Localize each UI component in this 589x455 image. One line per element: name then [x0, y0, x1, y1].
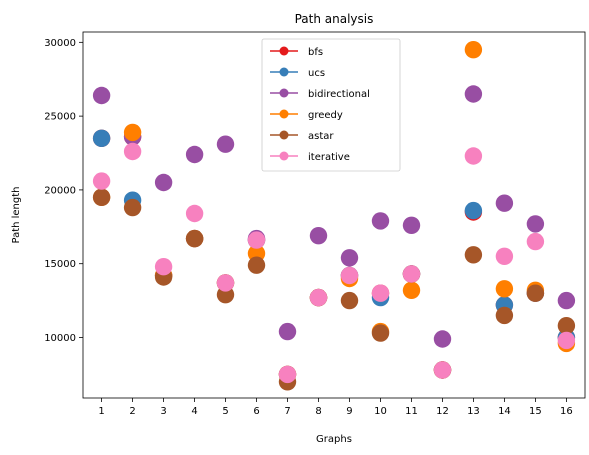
point-iterative-12 [433, 361, 452, 379]
data-points [92, 41, 576, 391]
point-bidirectional-7 [278, 322, 297, 341]
point-iterative-3 [154, 258, 173, 276]
point-iterative-10 [371, 284, 390, 302]
y-tick-label: 10000 [44, 333, 76, 344]
point-bidirectional-1 [92, 86, 111, 105]
x-tick-label: 5 [222, 406, 228, 417]
x-tick-label: 12 [436, 406, 449, 417]
point-iterative-16 [557, 331, 576, 350]
x-tick-label: 14 [498, 406, 511, 417]
x-tick-label: 8 [315, 406, 321, 417]
legend-label-astar: astar [308, 131, 334, 142]
point-bidirectional-16 [557, 291, 576, 310]
point-iterative-5 [216, 274, 235, 292]
x-tick-label: 13 [467, 406, 480, 417]
legend-marker-bidirectional [279, 88, 289, 98]
point-bidirectional-14 [495, 194, 514, 212]
legend-label-bfs: bfs [308, 47, 323, 58]
legend-label-iterative: iterative [308, 152, 350, 163]
point-bidirectional-9 [340, 249, 359, 267]
point-bidirectional-13 [464, 85, 483, 103]
point-astar-6 [247, 256, 266, 274]
point-bidirectional-12 [433, 330, 452, 348]
x-tick-label: 4 [191, 406, 197, 417]
point-astar-1 [92, 188, 111, 206]
x-tick-label: 3 [160, 406, 166, 417]
legend-marker-iterative [279, 151, 289, 161]
chart-title: Path analysis [295, 12, 374, 26]
x-tick-label: 16 [560, 406, 573, 417]
point-ucs-13 [464, 201, 483, 220]
legend-label-greedy: greedy [308, 110, 343, 121]
point-astar-4 [185, 229, 204, 248]
x-tick-label: 10 [374, 406, 387, 417]
point-iterative-9 [340, 266, 359, 285]
point-bidirectional-5 [216, 135, 235, 153]
x-axis: 1 2 3 4 5 6 7 8 9 10 11 12 13 14 15 16 [98, 398, 573, 417]
legend-marker-ucs [279, 67, 289, 77]
legend-label-bidirectional: bidirectional [308, 89, 370, 100]
x-tick-label: 1 [98, 406, 104, 417]
point-iterative-8 [309, 288, 328, 307]
legend-label-ucs: ucs [308, 68, 325, 79]
x-tick-label: 2 [129, 406, 135, 417]
point-astar-2 [123, 198, 142, 217]
plot-frame [82, 31, 586, 399]
point-iterative-2 [123, 142, 142, 161]
x-tick-label: 7 [284, 406, 290, 417]
point-astar-15 [526, 284, 545, 302]
x-tick-label: 15 [529, 406, 542, 417]
point-iterative-4 [185, 204, 204, 223]
point-greedy-11 [402, 281, 421, 299]
y-tick-label: 30000 [44, 38, 76, 49]
x-tick-label: 6 [253, 406, 259, 417]
point-iterative-1 [92, 172, 111, 190]
point-iterative-13 [464, 147, 483, 165]
x-tick-label: 9 [346, 406, 352, 417]
point-astar-13 [464, 246, 483, 264]
x-tick-label: 11 [405, 406, 418, 417]
point-greedy-14 [495, 280, 514, 298]
point-astar-14 [495, 306, 514, 325]
point-astar-9 [340, 291, 359, 310]
x-axis-title: Graphs [316, 434, 352, 445]
y-tick-label: 25000 [44, 112, 76, 123]
point-ucs-1 [92, 129, 111, 147]
point-bidirectional-10 [371, 212, 390, 230]
legend-marker-astar [279, 130, 289, 140]
point-iterative-6 [247, 231, 266, 249]
point-bidirectional-11 [402, 216, 421, 234]
legend: bfs ucs bidirectional greedy astar iterative [261, 38, 401, 172]
y-tick-label: 15000 [44, 259, 76, 270]
y-axis: 10000 15000 20000 25000 30000 [44, 38, 83, 344]
point-astar-10 [371, 324, 390, 342]
point-iterative-11 [402, 265, 421, 283]
legend-marker-bfs [279, 46, 289, 56]
legend-marker-greedy [279, 109, 289, 119]
point-bidirectional-3 [154, 173, 173, 192]
y-tick-label: 20000 [44, 185, 76, 196]
point-bidirectional-15 [526, 215, 545, 233]
point-greedy-2 [123, 123, 142, 142]
point-iterative-15 [526, 232, 545, 251]
point-bidirectional-4 [185, 145, 204, 164]
point-iterative-14 [495, 247, 514, 265]
point-iterative-7 [278, 365, 297, 384]
point-greedy-13 [464, 41, 483, 59]
y-axis-title: Path length [11, 186, 22, 243]
point-astar-16 [557, 317, 576, 335]
point-bidirectional-8 [309, 227, 328, 245]
